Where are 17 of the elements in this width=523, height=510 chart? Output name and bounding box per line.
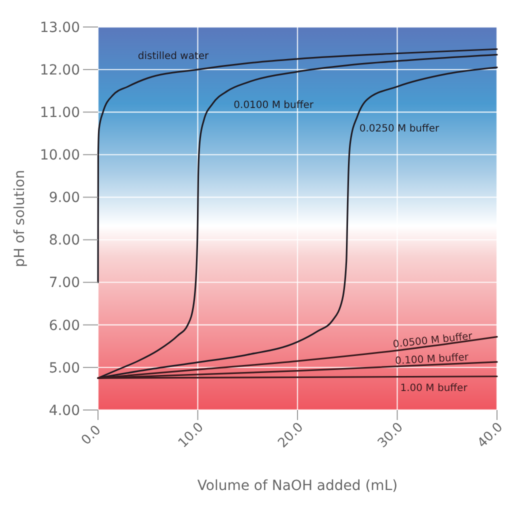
y-tick-label: 10.00: [40, 148, 80, 164]
text: 0.0500 M buffer: [392, 331, 474, 350]
series-label: 1.00 M buffer: [400, 382, 468, 394]
y-tick-label: 9.00: [48, 190, 80, 206]
y-tick-label: 5.00: [48, 360, 80, 376]
series-label: 0.0250 M buffer: [359, 123, 440, 134]
y-axis-title: pH of solution: [12, 170, 28, 268]
y-tick-label: 12.00: [40, 62, 80, 78]
y-tick-label: 8.00: [48, 232, 80, 249]
series-label: 0.100 M buffer: [394, 352, 470, 368]
x-tick-label: 0.0: [78, 422, 104, 448]
y-tick-label: 6.00: [48, 318, 80, 334]
y-tick-label: 13.00: [40, 20, 80, 36]
y-tick-label: 4.00: [48, 402, 80, 419]
x-axis-title: Volume of NaOH added (mL): [197, 478, 398, 494]
y-tick-label: 11.00: [40, 105, 80, 122]
y-tick-label: 7.00: [48, 275, 80, 292]
